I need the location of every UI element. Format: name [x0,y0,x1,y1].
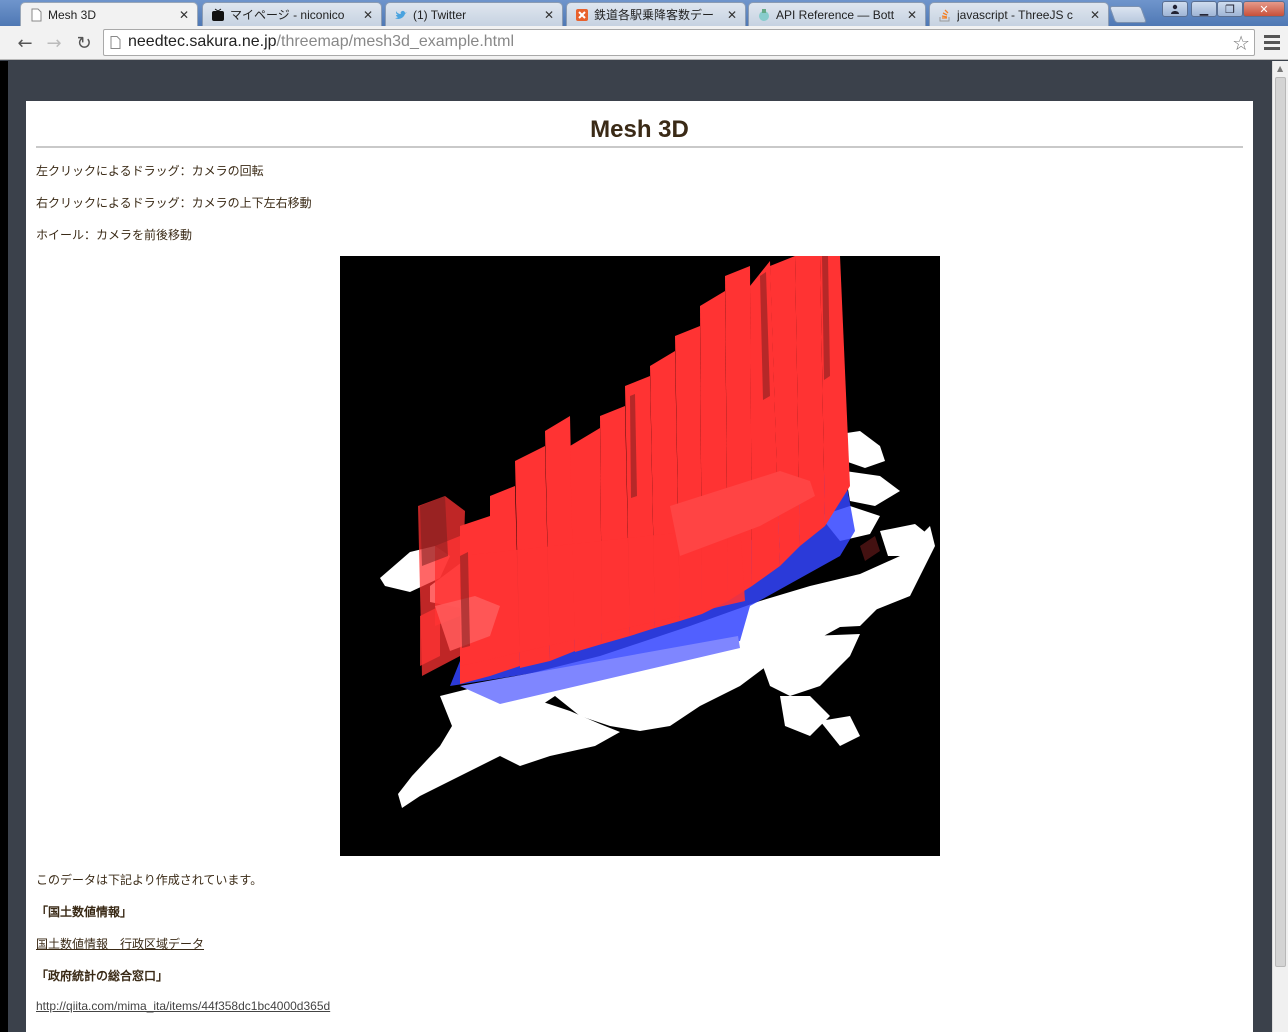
chrome-menu-button[interactable] [1262,32,1282,54]
close-window-button[interactable]: ✕ [1243,1,1285,17]
address-bar[interactable]: needtec.sakura.ne.jp/threemap/mesh3d_exa… [103,29,1255,56]
red-bars [418,256,850,684]
tab-strip: Mesh 3D ✕ マイページ - niconico ✕ (1) Twitter… [0,0,1288,27]
mesh-3d-scene [380,256,935,808]
user-icon [1171,4,1179,14]
source2-link[interactable]: http://qiita.com/mima_ita/items/44f358dc… [36,999,331,1013]
tab-title: マイページ - niconico [230,8,345,22]
url-text[interactable]: needtec.sakura.ne.jp/threemap/mesh3d_exa… [128,33,514,51]
close-tab-icon[interactable]: ✕ [726,7,738,22]
close-tab-icon[interactable]: ✕ [178,8,190,22]
forward-arrow-icon: → [46,32,62,54]
instruction-rotate: 左クリックによるドラッグ：カメラの回転 [36,164,264,178]
tab-title: API Reference — Bott [776,7,895,22]
source1-link[interactable]: 国土数値情報 行政区域データ [36,937,205,951]
restore-icon: ❐ [1225,2,1235,16]
tab-twitter[interactable]: (1) Twitter ✕ [385,2,563,26]
reload-button[interactable]: ↻ [72,31,96,55]
tab-title: javascript - ThreeJS c [957,7,1073,22]
close-tab-icon[interactable]: ✕ [1089,7,1101,22]
minimize-icon: ▁ [1199,2,1209,16]
close-icon: ✕ [1259,2,1269,16]
tab-threejs-question[interactable]: javascript - ThreeJS c ✕ [929,2,1109,26]
xml-icon [576,8,588,21]
source1-heading: 「国土数値情報」 [36,905,133,919]
stackoverflow-icon [939,9,950,21]
user-profile-button[interactable] [1162,1,1188,17]
back-button[interactable]: ← [13,31,37,55]
source-intro: このデータは下記より作成されています。 [36,873,263,887]
back-arrow-icon: ← [17,32,33,54]
browser-toolbar: ← → ↻ needtec.sakura.ne.jp/threemap/mesh… [0,26,1288,60]
tab-title: 鉄道各駅乗降客数デー [594,8,715,22]
scroll-up-icon[interactable]: ▲ [1277,64,1284,73]
bottle-icon [759,8,769,21]
twitter-icon [395,10,407,19]
tab-title: (1) Twitter [413,7,467,22]
scrollbar-thumb[interactable] [1275,77,1286,967]
close-tab-icon[interactable]: ✕ [906,7,918,22]
tab-bottle-api[interactable]: API Reference — Bott ✕ [748,2,926,26]
niconico-icon [212,8,224,21]
url-host: needtec.sakura.ne.jp [128,33,277,50]
page-content: Mesh 3D 左クリックによるドラッグ：カメラの回転 右クリックによるドラッグ… [26,101,1253,1032]
reload-icon: ↻ [76,32,92,54]
close-tab-icon[interactable]: ✕ [362,7,374,22]
minimize-button[interactable]: ▁ [1191,1,1217,17]
bar-shadows [420,256,880,648]
url-path: /threemap/mesh3d_example.html [276,33,514,50]
new-tab-button[interactable] [1108,6,1148,23]
window-edge [0,61,8,1032]
forward-button[interactable]: → [42,31,66,55]
source2-heading: 「政府統計の総合窓口」 [36,969,169,983]
bookmark-star-icon[interactable]: ☆ [1232,31,1250,55]
tab-title: Mesh 3D [48,8,97,22]
page-title: Mesh 3D [36,115,1243,148]
instruction-zoom: ホイール：カメラを前後移動 [36,228,193,242]
vertical-scrollbar[interactable]: ▲ [1272,61,1288,1032]
tab-railway-data[interactable]: 鉄道各駅乗降客数デー ✕ [566,2,746,26]
maximize-button[interactable]: ❐ [1217,1,1243,17]
tab-niconico[interactable]: マイページ - niconico ✕ [202,2,382,26]
instruction-pan: 右クリックによるドラッグ：カメラの上下左右移動 [36,196,312,210]
map-land [380,431,935,808]
tab-mesh3d[interactable]: Mesh 3D ✕ [20,2,198,27]
page-icon [110,36,121,49]
page-icon [31,8,42,22]
threejs-canvas[interactable] [340,256,940,856]
close-tab-icon[interactable]: ✕ [543,7,555,22]
